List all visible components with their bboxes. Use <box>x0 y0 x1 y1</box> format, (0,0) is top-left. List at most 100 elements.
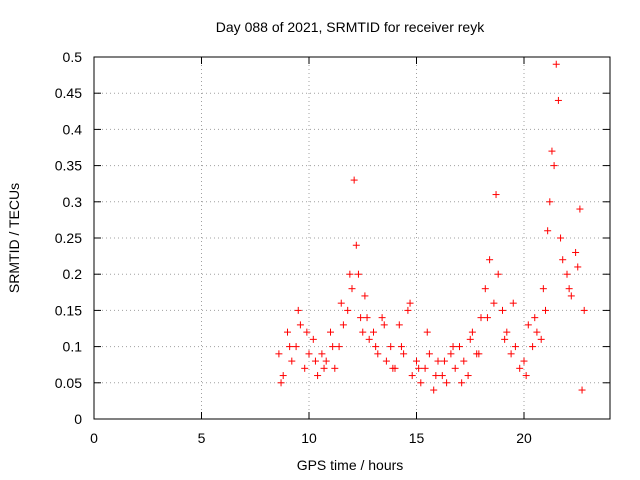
data-point <box>544 227 552 235</box>
data-point <box>275 350 283 358</box>
data-point <box>348 285 356 293</box>
data-point <box>408 372 416 380</box>
data-point <box>520 357 528 365</box>
data-point <box>359 328 367 336</box>
data-point <box>507 350 515 358</box>
data-point <box>309 335 317 343</box>
data-point <box>314 372 322 380</box>
data-point <box>346 270 354 278</box>
data-point <box>552 60 560 68</box>
y-tick-label: 0.5 <box>63 49 83 65</box>
y-tick-label: 0.45 <box>55 85 82 101</box>
data-point <box>503 328 511 336</box>
data-point <box>576 205 584 213</box>
y-tick-label: 0.05 <box>55 375 82 391</box>
data-point <box>378 314 386 322</box>
data-point <box>284 328 291 336</box>
data-point <box>417 379 425 387</box>
data-point <box>574 263 582 271</box>
data-point <box>522 372 530 380</box>
data-point <box>357 314 365 322</box>
data-point <box>365 335 373 343</box>
y-tick-label: 0.35 <box>55 158 82 174</box>
data-point <box>456 343 463 351</box>
data-point <box>542 306 549 314</box>
data-point <box>352 241 360 249</box>
data-point <box>296 321 304 329</box>
data-point <box>490 299 498 307</box>
y-tick-label: 0.25 <box>55 230 82 246</box>
data-point <box>559 256 567 264</box>
data-point <box>303 328 311 336</box>
data-point <box>387 343 395 351</box>
data-point <box>438 372 446 380</box>
data-point <box>395 321 403 329</box>
data-point <box>311 357 319 365</box>
data-point <box>350 176 358 184</box>
axis-ticks: 0 0.05 0.1 0.15 0.2 0.25 0.3 0.35 0.4 0.45 0.5 0 5 10… <box>55 49 610 446</box>
data-point <box>483 314 491 322</box>
data-point <box>337 299 345 307</box>
data-point <box>331 364 339 372</box>
data-point <box>374 350 382 358</box>
data-point <box>363 314 371 322</box>
data-point <box>554 96 562 104</box>
data-point <box>464 372 472 380</box>
data-point <box>320 364 328 372</box>
x-tick-label: 15 <box>409 430 425 446</box>
data-point <box>322 357 330 365</box>
x-axis-title: GPS time / hours <box>297 457 404 473</box>
data-point <box>546 198 554 206</box>
data-point <box>397 343 405 351</box>
data-point <box>567 292 575 300</box>
data-point <box>550 162 558 170</box>
data-point <box>404 306 412 314</box>
data-point <box>486 256 494 264</box>
data-point <box>406 299 414 307</box>
data-point <box>572 248 580 256</box>
data-point <box>277 379 285 387</box>
data-point <box>421 364 429 372</box>
data-point <box>430 386 438 394</box>
data-point <box>516 364 524 372</box>
data-point <box>524 321 532 329</box>
x-tick-label: 10 <box>301 430 317 446</box>
y-tick-label: 0.4 <box>63 121 83 137</box>
data-point <box>565 285 573 293</box>
data-point <box>413 357 420 365</box>
data-point <box>531 314 539 322</box>
data-point <box>294 306 302 314</box>
data-point <box>578 386 586 394</box>
data-point <box>423 328 431 336</box>
data-point <box>449 343 457 351</box>
data-point <box>511 343 519 351</box>
data-point <box>372 343 380 351</box>
data-point <box>354 270 362 278</box>
x-tick-label: 0 <box>90 430 98 446</box>
data-point <box>288 357 296 365</box>
data-point <box>477 314 485 322</box>
y-axis-title: SRMTID / TECUs <box>6 183 22 293</box>
data-point <box>537 335 545 343</box>
data-point <box>475 350 483 358</box>
data-point <box>329 343 337 351</box>
chart-title: Day 088 of 2021, SRMTID for receiver rey… <box>216 19 485 35</box>
x-tick-label: 5 <box>198 430 206 446</box>
data-point <box>400 350 408 358</box>
data-point <box>286 343 294 351</box>
data-point <box>529 343 537 351</box>
data-point <box>432 372 440 380</box>
data-point <box>580 306 588 314</box>
x-tick-label: 20 <box>516 430 532 446</box>
data-point <box>539 285 547 293</box>
data-point <box>492 191 500 199</box>
data-point <box>451 364 459 372</box>
data-point <box>327 328 334 336</box>
data-point <box>548 147 556 155</box>
data-point <box>440 357 448 365</box>
data-points <box>275 60 588 394</box>
data-point <box>481 285 489 293</box>
y-tick-label: 0.3 <box>63 194 83 210</box>
data-point <box>370 328 377 336</box>
